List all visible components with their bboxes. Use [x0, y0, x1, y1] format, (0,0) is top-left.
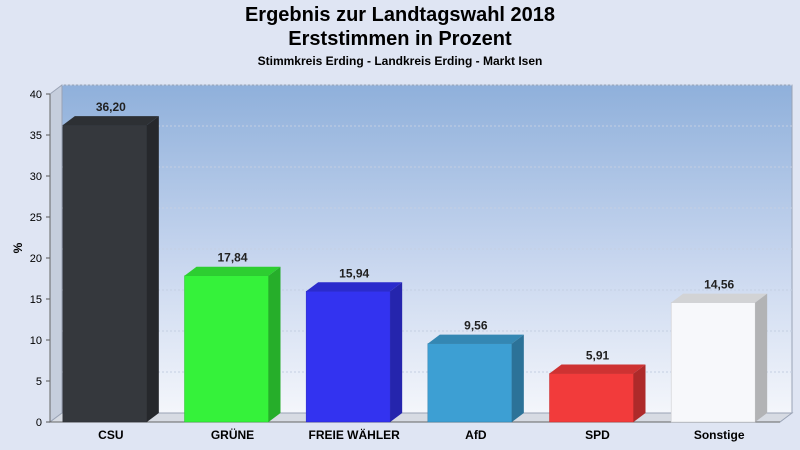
bar-top: [62, 116, 159, 126]
bar-side: [755, 293, 768, 422]
y-tick-label: 25: [30, 212, 42, 224]
bar-value-label: 36,20: [96, 100, 126, 114]
x-tick-label: Sonstige: [694, 428, 745, 442]
y-tick-label: 20: [30, 253, 42, 265]
y-tick-label: 40: [30, 89, 42, 101]
bar-grüne: [184, 266, 281, 423]
chart-subtitle: Stimmkreis Erding - Landkreis Erding - M…: [257, 54, 543, 68]
bar-top: [427, 334, 524, 344]
y-tick-label: 0: [36, 417, 42, 429]
bar-front: [305, 291, 391, 423]
plot-side-wall: [49, 84, 63, 423]
bar-side: [633, 364, 646, 422]
x-tick-label: GRÜNE: [211, 427, 254, 442]
bar-value-label: 14,56: [704, 278, 734, 292]
bar-value-label: 9,56: [464, 319, 488, 333]
x-tick-label: SPD: [585, 428, 610, 442]
x-tick-label: AfD: [465, 428, 487, 442]
x-tick-label: CSU: [98, 428, 123, 442]
bar-front: [670, 302, 756, 423]
bar-front: [549, 373, 634, 423]
y-tick-label: 30: [30, 171, 42, 183]
chart-title-line-2: Erststimmen in Prozent: [288, 28, 512, 50]
bar-spd: [549, 364, 646, 423]
y-tick-label: 35: [30, 130, 42, 142]
y-axis-label: %: [11, 242, 25, 253]
x-tick-label: FREIE WÄHLER: [308, 427, 400, 442]
bar-value-label: 5,91: [586, 349, 610, 363]
bar-side: [268, 266, 281, 422]
bar-freie-wähler: [305, 282, 403, 423]
y-tick-label: 10: [30, 335, 42, 347]
bar-front: [427, 343, 513, 423]
bar-side: [511, 334, 524, 422]
bar-side: [390, 282, 403, 422]
y-tick-label: 5: [36, 376, 42, 388]
bar-value-label: 15,94: [339, 266, 369, 280]
y-tick-label: 15: [30, 294, 42, 306]
bar-value-label: 17,84: [217, 251, 247, 265]
bar-sonstige: [670, 293, 768, 423]
bar-side: [146, 116, 159, 422]
chart-title: Ergebnis zur Landtagswahl 2018: [244, 4, 556, 26]
bar-front: [62, 124, 148, 423]
bar-front: [184, 275, 269, 423]
bar-afd: [427, 334, 524, 423]
bar-top: [184, 266, 281, 276]
bar-top: [671, 293, 768, 303]
bar-top: [549, 364, 646, 374]
bar-top: [306, 282, 403, 292]
bar-csu: [62, 116, 159, 423]
